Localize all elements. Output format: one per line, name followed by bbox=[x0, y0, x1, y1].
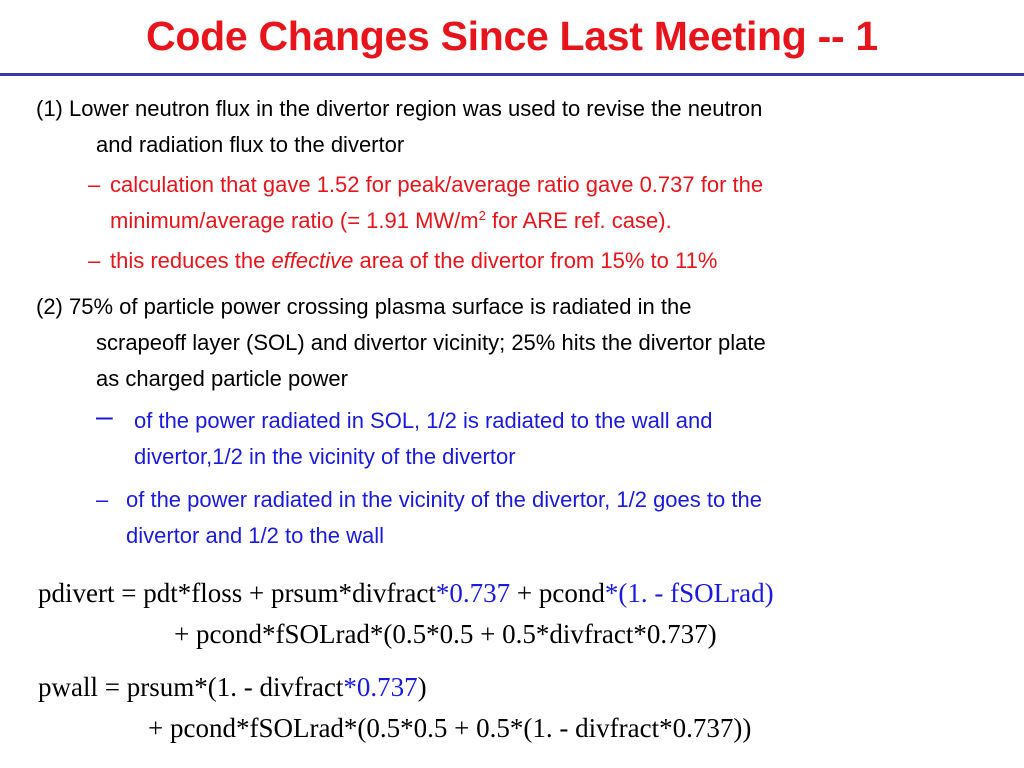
item1-line1: (1) Lower neutron flux in the divertor r… bbox=[36, 96, 763, 121]
item2-sub1-dash: – bbox=[96, 400, 113, 433]
equation-pdivert-line2: + pcond*fSOLrad*(0.5*0.5 + 0.5*divfract*… bbox=[174, 619, 717, 649]
equation-pdivert-line1: pdivert = pdt*floss + prsum*divfract*0.7… bbox=[38, 578, 774, 608]
item2-sub1-line1: of the power radiated in SOL, 1/2 is rad… bbox=[134, 408, 713, 433]
item1-sub1-line1: calculation that gave 1.52 for peak/aver… bbox=[110, 172, 764, 197]
item1-sub1-line2: minimum/average ratio (= 1.91 MW/m2 for … bbox=[110, 208, 672, 233]
superscript: 2 bbox=[478, 208, 486, 223]
item1-sub2-text: this reduces the effective area of the d… bbox=[110, 248, 718, 273]
item2-line2: scrapeoff layer (SOL) and divertor vicin… bbox=[96, 330, 766, 355]
item2-sub1-line2: divertor,1/2 in the vicinity of the dive… bbox=[134, 444, 516, 469]
title-divider bbox=[0, 73, 1024, 76]
item2-sub2-dash: – bbox=[96, 487, 109, 512]
item2-sub2-line1: of the power radiated in the vicinity of… bbox=[126, 487, 762, 512]
item2-line1: (2) 75% of particle power crossing plasm… bbox=[36, 294, 692, 319]
equation-pwall-line2: + pcond*fSOLrad*(0.5*0.5 + 0.5*(1. - div… bbox=[148, 713, 752, 743]
item1-sub2-dash: – bbox=[88, 248, 101, 273]
emphasis-effective: effective bbox=[271, 248, 354, 273]
item2-line3: as charged particle power bbox=[96, 366, 348, 391]
equation-pwall-line1: pwall = prsum*(1. - divfract*0.737) bbox=[38, 672, 427, 702]
slide-title: Code Changes Since Last Meeting -- 1 bbox=[146, 13, 878, 59]
item1-sub1-dash: – bbox=[88, 172, 101, 197]
item1-line2: and radiation flux to the divertor bbox=[96, 132, 405, 157]
item2-sub2-line2: divertor and 1/2 to the wall bbox=[126, 523, 385, 548]
